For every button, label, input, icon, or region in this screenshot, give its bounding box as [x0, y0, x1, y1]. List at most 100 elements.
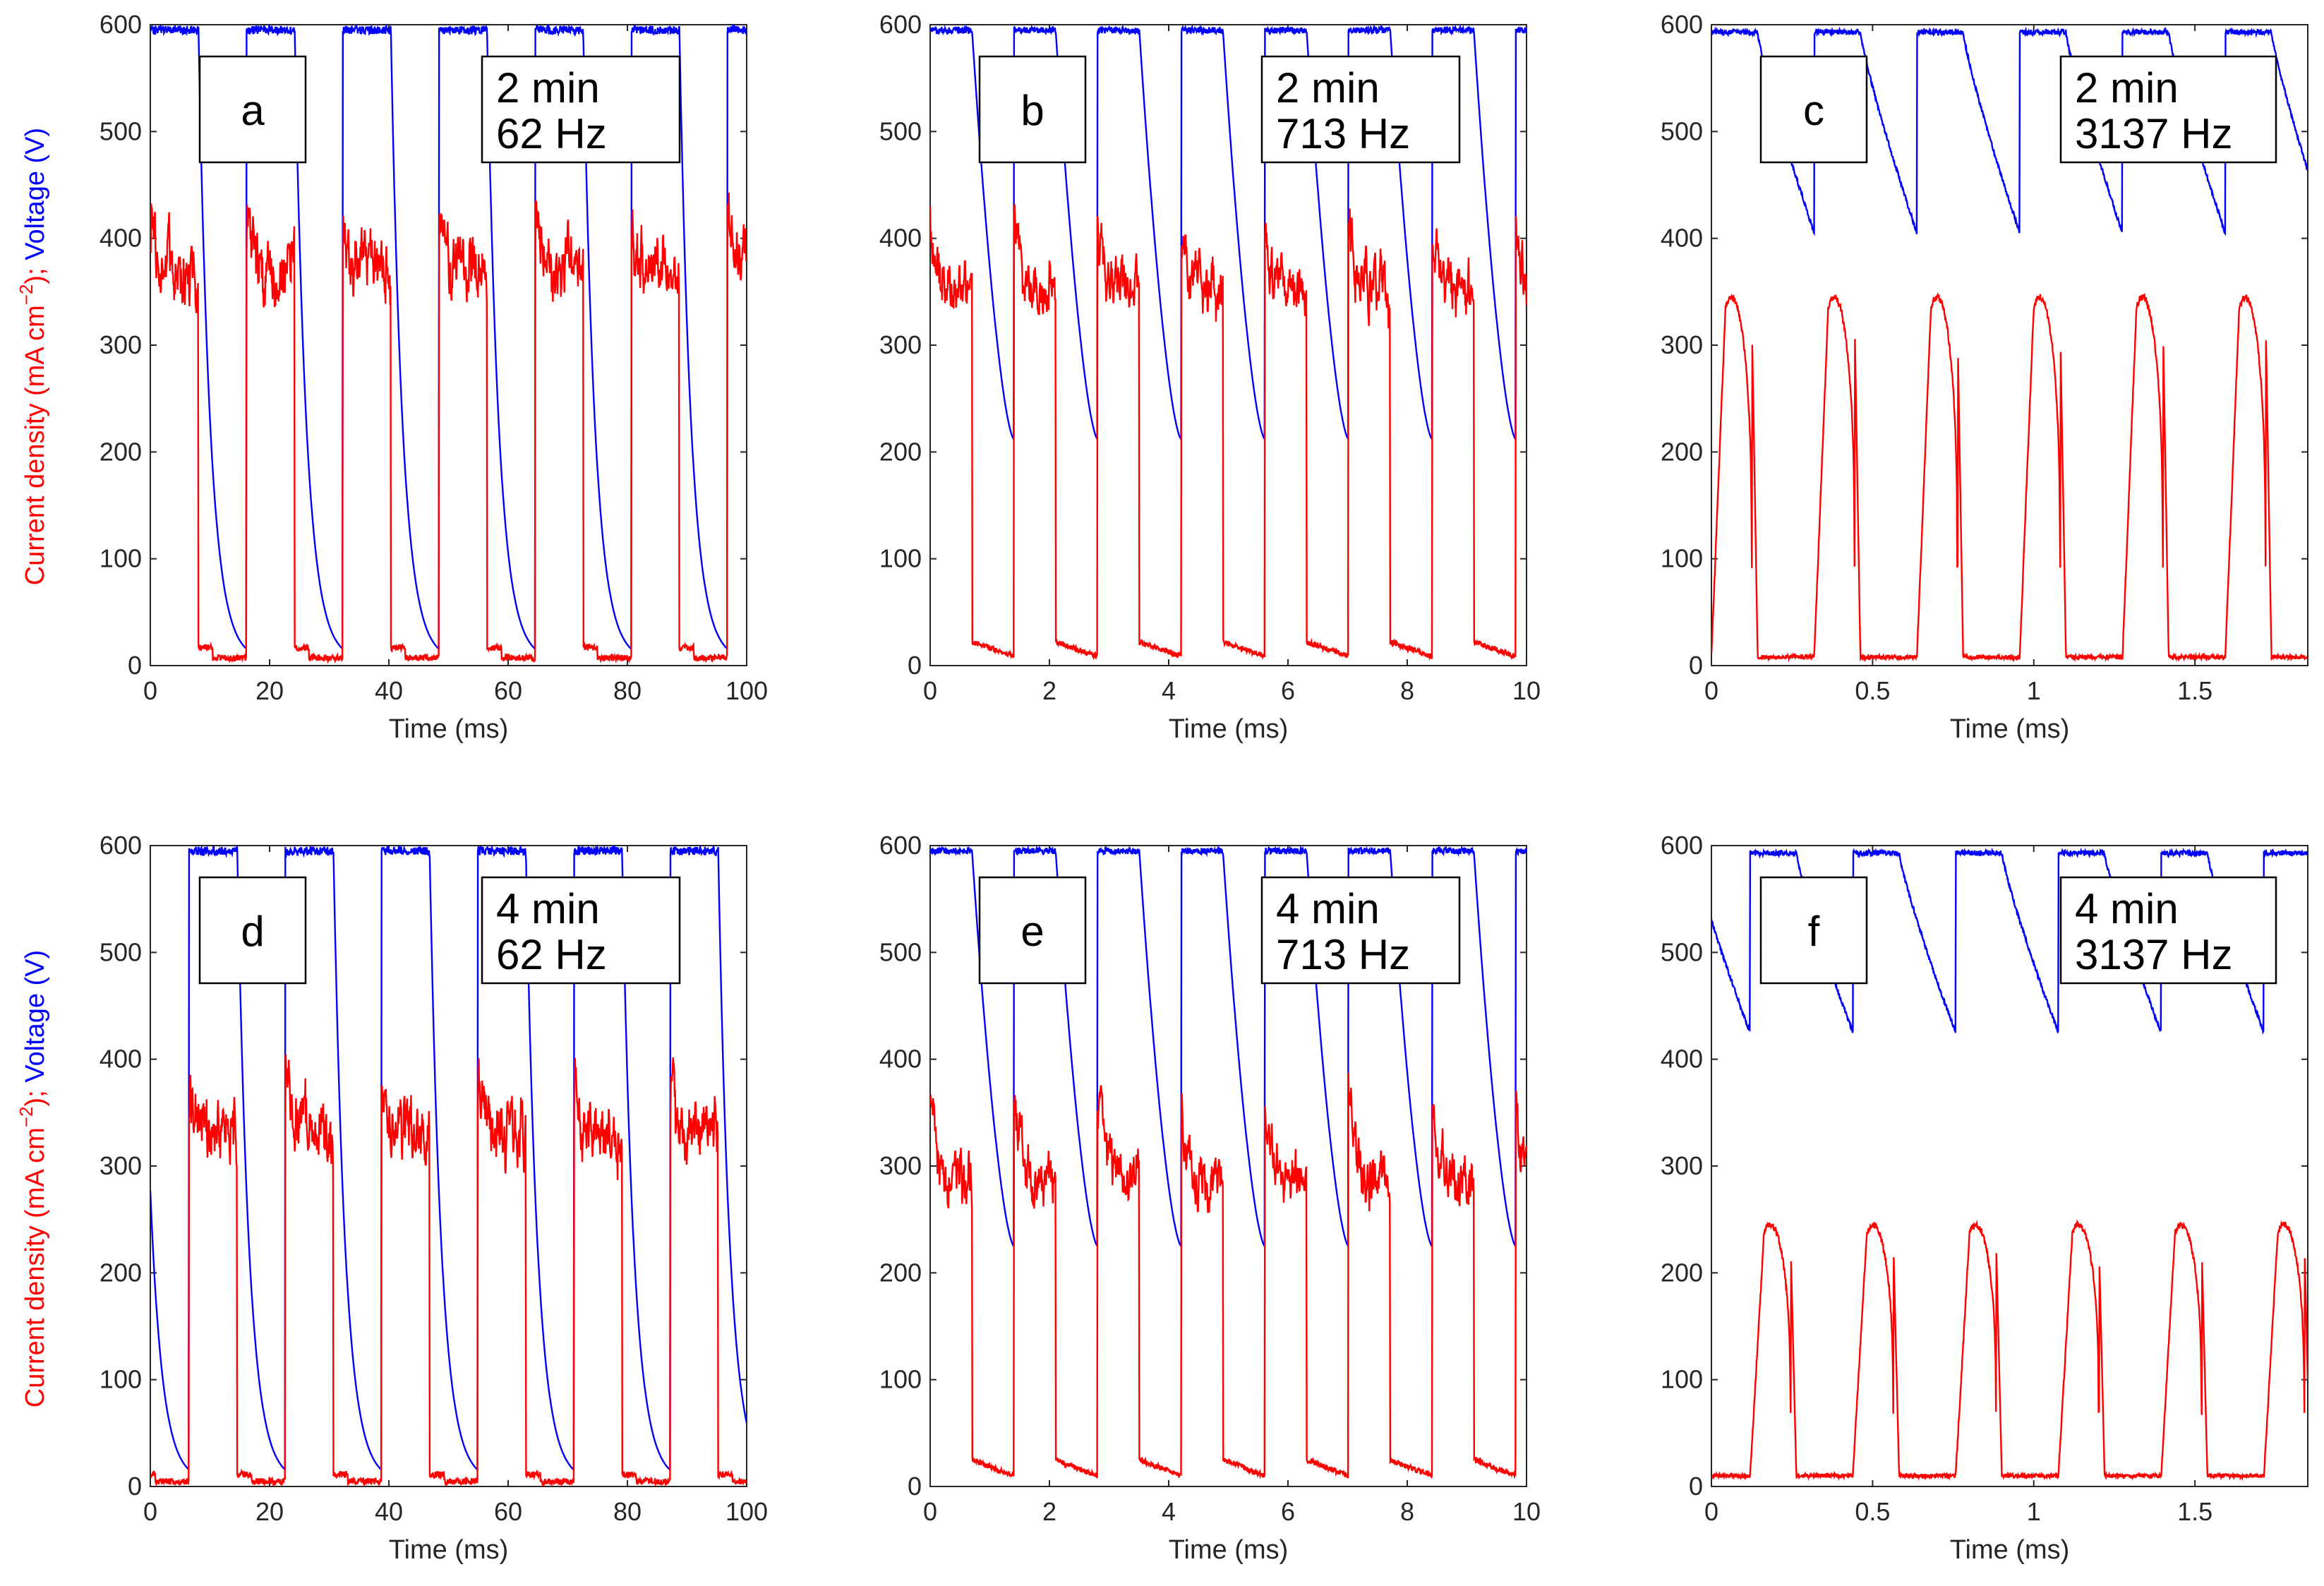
- x-tick-label: 0: [1704, 1497, 1718, 1526]
- x-tick-label: 40: [375, 676, 403, 705]
- y-tick-label: 200: [100, 437, 142, 466]
- x-tick-label: 20: [255, 676, 284, 705]
- x-tick-label: 60: [494, 676, 522, 705]
- panel-duration: 2 min: [1276, 64, 1380, 112]
- x-tick-label: 8: [1400, 1497, 1414, 1526]
- y-tick-label: 100: [879, 544, 922, 573]
- y-tick-label: 200: [879, 1258, 922, 1287]
- y-tick-label: 600: [1661, 831, 1703, 860]
- x-tick-label: 0: [143, 1497, 157, 1526]
- series-line-current: [150, 192, 747, 664]
- panel-letter: b: [1020, 87, 1044, 134]
- y-tick-label: 200: [879, 437, 922, 466]
- panel-frequency: 713 Hz: [1276, 110, 1410, 157]
- panel-info-box: [481, 55, 681, 164]
- y-tick-label: 100: [1661, 1365, 1703, 1394]
- y-tick-label: 600: [100, 10, 142, 39]
- ylabel-sup-part: −2: [16, 1107, 37, 1128]
- y-tick-label: 500: [1661, 116, 1703, 145]
- panel-a: 0 100 200 300 400 500 600 0 20 40 60 80 100 Time (ms)…: [100, 10, 768, 744]
- x-tick-label: 4: [1162, 676, 1176, 705]
- y-tick-label: 500: [100, 937, 142, 966]
- y-tick-label: 500: [1661, 937, 1703, 966]
- panel-frequency: 62 Hz: [496, 110, 607, 157]
- panel-frequency: 3137 Hz: [2075, 110, 2232, 157]
- panel-info-box: [2059, 55, 2277, 164]
- y-tick-label: 0: [128, 1472, 142, 1501]
- panel-letter-box: [1759, 876, 1868, 985]
- x-tick-label: 0: [923, 676, 937, 705]
- x-tick-label: 1.5: [2177, 1497, 2212, 1526]
- y-tick-label: 300: [879, 330, 922, 359]
- panel-letter-box: [978, 55, 1087, 164]
- panel-letter-box: [198, 876, 307, 985]
- ylabel-current-part: Current density (mA cm: [20, 305, 50, 585]
- y-tick-label: 400: [879, 224, 922, 253]
- series-line-current: [930, 1072, 1527, 1479]
- y-tick-label: 0: [128, 651, 142, 680]
- x-tick-label: 1.5: [2177, 676, 2212, 705]
- ylabel-mid-part: );: [20, 260, 50, 284]
- panel-f: 0 100 200 300 400 500 600 0 0.5 1 1.5 Time (ms) f 4 m…: [1661, 831, 2308, 1565]
- y-tick-label: 600: [100, 831, 142, 860]
- x-axis-label: Time (ms): [1169, 714, 1289, 744]
- x-tick-label: 2: [1042, 1497, 1056, 1526]
- series-line-voltage: [150, 846, 747, 1472]
- panel-letter: a: [241, 87, 265, 134]
- y-tick-label: 0: [1689, 651, 1703, 680]
- x-tick-label: 20: [255, 1497, 284, 1526]
- series-line-voltage: [150, 25, 747, 651]
- x-tick-label: 2: [1042, 676, 1056, 705]
- ylabel-voltage-part: Voltage (V): [20, 950, 50, 1083]
- panel-letter-box: [198, 55, 307, 164]
- y-tick-label: 600: [879, 10, 922, 39]
- x-tick-label: 1: [2027, 1497, 2041, 1526]
- y-tick-label: 600: [879, 831, 922, 860]
- panel-duration: 4 min: [2075, 885, 2179, 932]
- y-tick-label: 300: [1661, 1151, 1703, 1180]
- ylabel-sup-part: −2: [16, 284, 37, 306]
- panel-letter: f: [1808, 908, 1820, 955]
- panel-info-box: [481, 876, 681, 985]
- x-tick-label: 0.5: [1855, 676, 1890, 705]
- y-axis-label-top: Current density (mA cm−2); Voltage (V): [16, 128, 50, 585]
- x-tick-label: 1: [2027, 676, 2041, 705]
- x-axis-label: Time (ms): [389, 714, 509, 744]
- x-tick-label: 8: [1400, 676, 1414, 705]
- x-axis-label: Time (ms): [1950, 1535, 2070, 1565]
- panel-frequency: 62 Hz: [496, 931, 607, 978]
- series-line-current: [1711, 292, 2308, 663]
- panel-duration: 2 min: [496, 64, 600, 112]
- y-tick-label: 400: [1661, 1045, 1703, 1074]
- y-tick-label: 100: [100, 1365, 142, 1394]
- panel-info-box: [1260, 876, 1461, 985]
- y-tick-label: 400: [100, 1045, 142, 1074]
- y-tick-label: 200: [100, 1258, 142, 1287]
- series-line-voltage: [930, 25, 1527, 443]
- series-line-current: [1711, 1219, 2308, 1482]
- x-axis-label: Time (ms): [389, 1535, 509, 1565]
- x-tick-label: 6: [1281, 676, 1295, 705]
- y-tick-label: 300: [879, 1151, 922, 1180]
- panel-letter-box: [978, 876, 1087, 985]
- series-line-voltage: [1711, 26, 2308, 236]
- x-tick-label: 6: [1281, 1497, 1295, 1526]
- panel-info-box: [2059, 876, 2277, 985]
- x-tick-label: 80: [613, 676, 642, 705]
- y-tick-label: 300: [100, 1151, 142, 1180]
- y-tick-label: 400: [879, 1045, 922, 1074]
- panel-c: 0 100 200 300 400 500 600 0 0.5 1 1.5 Time (ms) c 2 m…: [1661, 10, 2308, 744]
- y-tick-label: 0: [1689, 1472, 1703, 1501]
- panel-duration: 4 min: [1276, 885, 1380, 932]
- y-tick-label: 400: [100, 224, 142, 253]
- panel-e: 0 100 200 300 400 500 600 0 2 4 6 8 10 Time (ms) e 4 mi…: [879, 831, 1541, 1565]
- x-axis-label: Time (ms): [1169, 1535, 1289, 1565]
- x-tick-label: 0: [143, 676, 157, 705]
- y-tick-label: 0: [908, 651, 922, 680]
- y-tick-label: 600: [1661, 10, 1703, 39]
- y-tick-label: 100: [100, 544, 142, 573]
- x-tick-label: 10: [1512, 676, 1541, 705]
- panel-frequency: 713 Hz: [1276, 931, 1410, 978]
- x-tick-label: 0.5: [1855, 1497, 1890, 1526]
- x-tick-label: 60: [494, 1497, 522, 1526]
